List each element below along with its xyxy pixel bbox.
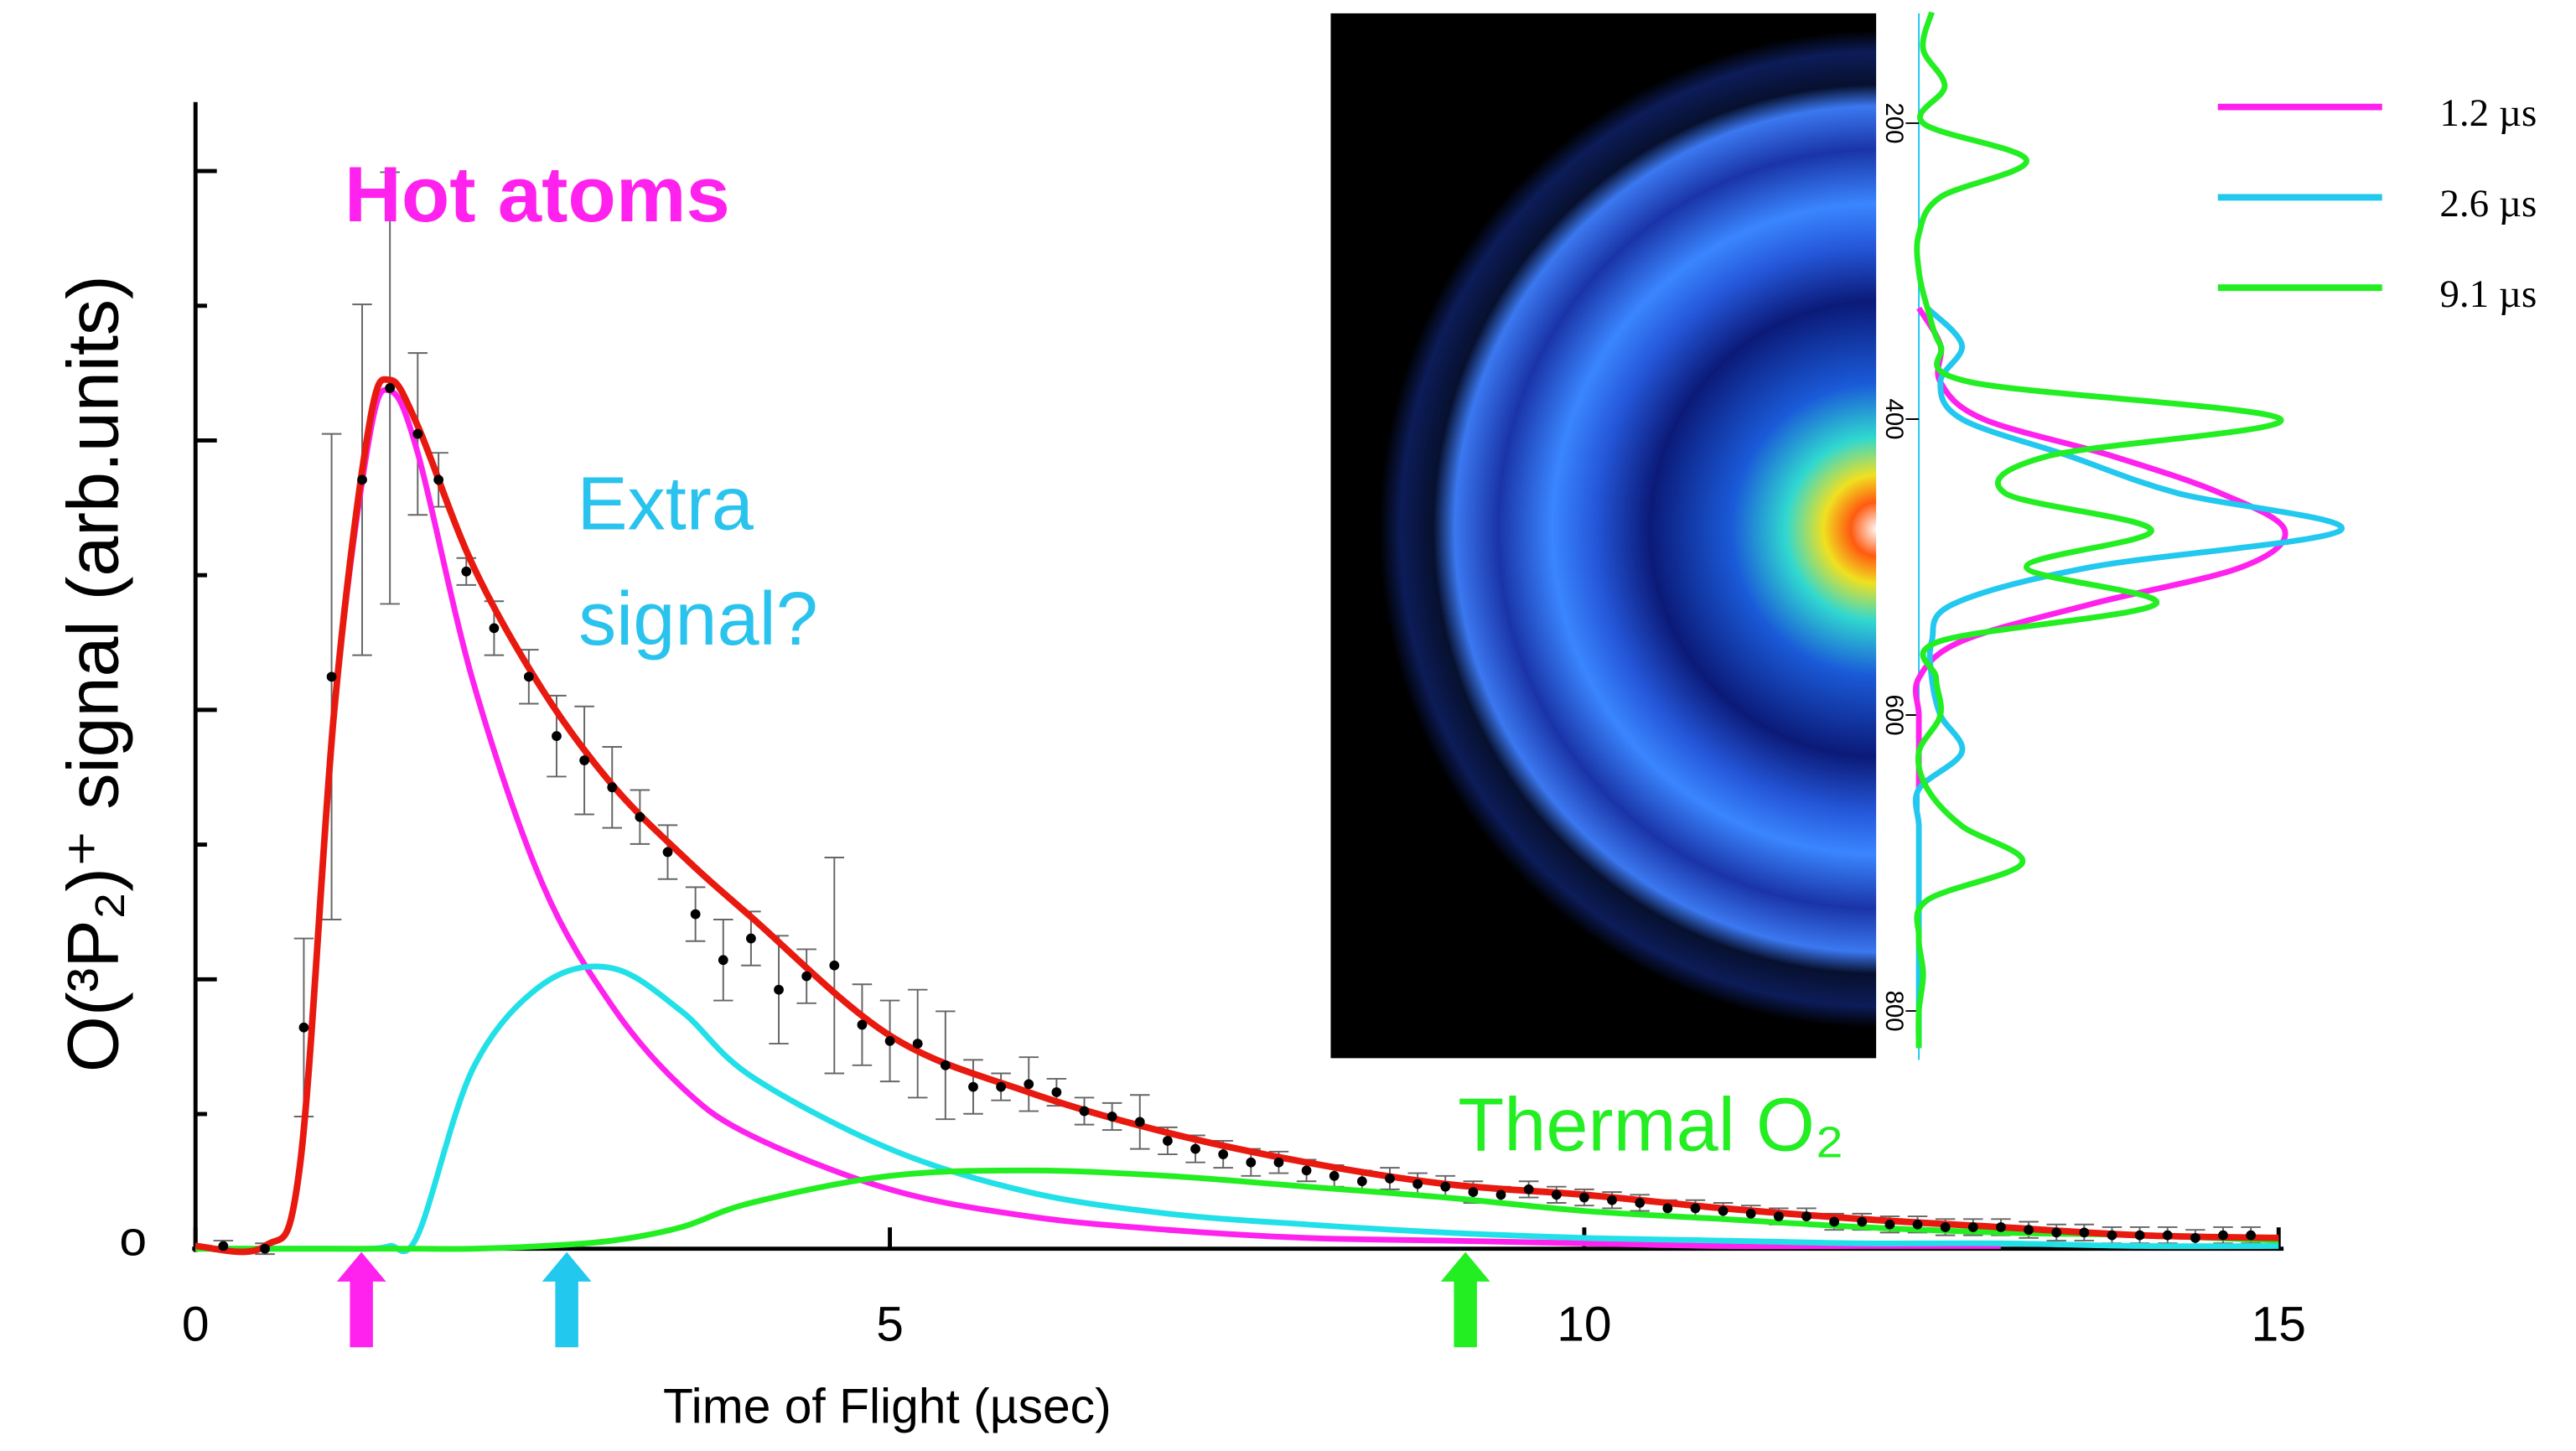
- annotation: Thermal O₂: [1458, 1082, 1844, 1167]
- data-point: [1662, 1204, 1672, 1214]
- data-point: [1579, 1193, 1589, 1203]
- data-point: [2218, 1231, 2228, 1241]
- data-point: [1607, 1195, 1617, 1205]
- y-tick-label: o: [119, 1211, 147, 1266]
- x-tick-label: 0: [182, 1297, 210, 1351]
- x-tick-label: 10: [1557, 1297, 1611, 1351]
- data-point: [385, 383, 395, 393]
- data-point: [461, 567, 471, 577]
- data-point: [1024, 1079, 1034, 1089]
- data-point: [1412, 1179, 1423, 1189]
- inset-tick-label: 800: [1880, 991, 1908, 1032]
- data-point: [1469, 1187, 1479, 1197]
- data-point: [1524, 1184, 1534, 1194]
- data-point: [260, 1244, 270, 1254]
- legend-label: 1.2 µs: [2439, 91, 2537, 135]
- data-point: [913, 1039, 923, 1049]
- data-point: [635, 812, 645, 822]
- x-tick-label: 5: [876, 1297, 904, 1351]
- data-point: [1302, 1165, 1312, 1175]
- data-point: [1941, 1222, 1951, 1232]
- data-point: [1801, 1211, 1811, 1221]
- page: {"chart_data": [ {"type": "scatter", "x_…: [0, 0, 2576, 1451]
- data-point: [1774, 1211, 1784, 1221]
- data-point: [1135, 1117, 1145, 1127]
- data-point: [1857, 1217, 1867, 1227]
- data-point: [579, 755, 589, 765]
- inset-tick-label: 600: [1880, 695, 1908, 736]
- data-point: [2051, 1228, 2061, 1238]
- data-point: [718, 955, 728, 965]
- data-point: [2079, 1228, 2089, 1238]
- data-point: [1357, 1176, 1367, 1186]
- data-point: [746, 934, 756, 944]
- data-point: [1329, 1171, 1340, 1181]
- data-point: [801, 972, 811, 982]
- data-point: [1635, 1198, 1645, 1208]
- data-point: [1552, 1189, 1562, 1200]
- data-point: [885, 1036, 895, 1046]
- data-point: [2024, 1225, 2034, 1235]
- data-point: [1274, 1158, 1284, 1168]
- data-point: [968, 1082, 978, 1092]
- data-point: [1051, 1087, 1061, 1097]
- data-point: [1218, 1149, 1228, 1159]
- data-point: [1107, 1112, 1117, 1122]
- data-point: [829, 961, 839, 971]
- data-point: [858, 1020, 868, 1030]
- data-point: [218, 1241, 228, 1251]
- data-point: [1718, 1206, 1729, 1216]
- data-point: [774, 985, 784, 995]
- annotation: Extra: [578, 462, 754, 547]
- chart: Time of Flight (µsec) O(³P₂)⁺ signal (ar…: [0, 0, 2576, 1451]
- inset-tick-label: 400: [1880, 398, 1908, 439]
- data-point: [552, 731, 562, 741]
- data-point: [1691, 1204, 1701, 1214]
- data-point: [327, 671, 337, 681]
- data-point: [663, 847, 673, 858]
- y-axis-title: O(³P₂)⁺ signal (arb.units): [53, 275, 133, 1072]
- data-point: [607, 782, 617, 792]
- legend-label: 9.1 µs: [2439, 272, 2537, 316]
- data-point: [1968, 1222, 1978, 1232]
- data-point: [1190, 1144, 1200, 1154]
- data-point: [2163, 1231, 2173, 1241]
- data-point: [2107, 1231, 2117, 1241]
- data-point: [996, 1082, 1006, 1092]
- data-point: [299, 1023, 309, 1033]
- data-point: [357, 474, 367, 485]
- data-point: [1996, 1222, 2006, 1232]
- data-point: [1885, 1220, 1895, 1230]
- data-point: [2190, 1233, 2200, 1243]
- data-point: [1746, 1209, 1756, 1219]
- annotation: signal?: [578, 577, 818, 661]
- data-point: [691, 909, 701, 920]
- x-axis-title: Time of Flight (µsec): [663, 1379, 1112, 1433]
- data-point: [1496, 1189, 1506, 1200]
- data-point: [1385, 1174, 1395, 1184]
- data-point: [941, 1060, 951, 1070]
- data-point: [490, 624, 500, 634]
- inset-tick-label: 200: [1880, 102, 1908, 143]
- data-point: [1829, 1217, 1839, 1227]
- detector-image: [1330, 13, 1876, 1058]
- data-point: [1913, 1220, 1923, 1230]
- x-tick-label: 15: [2252, 1297, 2306, 1351]
- data-point: [1246, 1158, 1256, 1168]
- data-point: [1080, 1106, 1090, 1117]
- data-point: [433, 474, 443, 485]
- data-point: [1440, 1182, 1450, 1192]
- data-point: [524, 671, 534, 681]
- annotation: Hot atoms: [345, 150, 730, 238]
- data-point: [2246, 1231, 2256, 1241]
- data-point: [2135, 1231, 2145, 1241]
- legend-label: 2.6 µs: [2439, 182, 2537, 225]
- data-point: [412, 429, 422, 439]
- data-point: [1163, 1136, 1173, 1146]
